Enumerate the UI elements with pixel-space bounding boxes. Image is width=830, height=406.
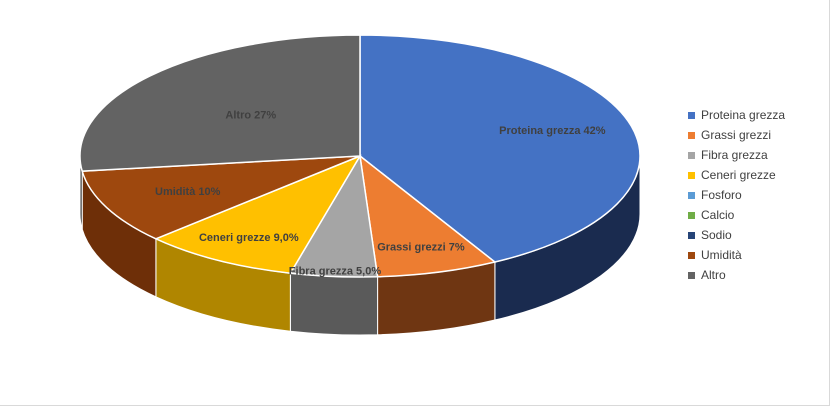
pie-side-2: [289, 272, 379, 336]
data-label-8: Altro 27%: [225, 109, 276, 121]
legend-label: Umidità: [701, 248, 742, 262]
legend-label: Altro: [701, 268, 726, 282]
legend-label: Grassi grezzi: [701, 128, 772, 142]
data-label-7: Umidità 10%: [155, 186, 221, 198]
legend-label: Ceneri grezze: [701, 168, 776, 182]
legend-item-0[interactable]: Proteina grezza: [688, 105, 818, 125]
legend-item-2[interactable]: Fibra grezza: [688, 145, 818, 165]
legend-item-5[interactable]: Calcio: [688, 205, 818, 225]
legend-item-7[interactable]: Umidità: [688, 245, 818, 265]
data-label-0: Proteina grezza 42%: [499, 125, 606, 137]
legend-swatch: [688, 271, 695, 279]
pie-slice-3[interactable]: [154, 154, 362, 274]
legend-label: Sodio: [701, 228, 732, 242]
legend-label: Fosforo: [701, 188, 742, 202]
data-label-3: Ceneri grezze 9,0%: [199, 232, 299, 244]
legend-swatch: [688, 151, 695, 159]
legend-label: Fibra grezza: [701, 148, 768, 162]
legend-item-6[interactable]: Sodio: [688, 225, 818, 245]
data-label-1: Grassi grezzi 7%: [377, 242, 465, 254]
legend-swatch: [688, 131, 695, 139]
pie-slice-7[interactable]: [81, 155, 361, 240]
legend-swatch: [688, 251, 695, 259]
data-label-2: Fibra grezza 5,0%: [289, 265, 382, 277]
legend-label: Proteina grezza: [701, 108, 786, 122]
legend-swatch: [688, 191, 695, 199]
legend-swatch: [688, 231, 695, 239]
legend-label: Calcio: [701, 208, 735, 222]
chart-legend: Proteina grezza Grassi grezzi Fibra grezza…: [688, 105, 818, 285]
legend-swatch: [688, 111, 695, 119]
pie-slice-1[interactable]: [358, 154, 497, 278]
pie-slice-8[interactable]: [79, 34, 361, 172]
legend-item-1[interactable]: Grassi grezzi: [688, 125, 818, 145]
legend-item-4[interactable]: Fosforo: [688, 185, 818, 205]
legend-item-8[interactable]: Altro: [688, 265, 818, 285]
pie-slice-0[interactable]: [359, 34, 641, 263]
legend-swatch: [688, 171, 695, 179]
legend-item-3[interactable]: Ceneri grezze: [688, 165, 818, 185]
legend-swatch: [688, 211, 695, 219]
